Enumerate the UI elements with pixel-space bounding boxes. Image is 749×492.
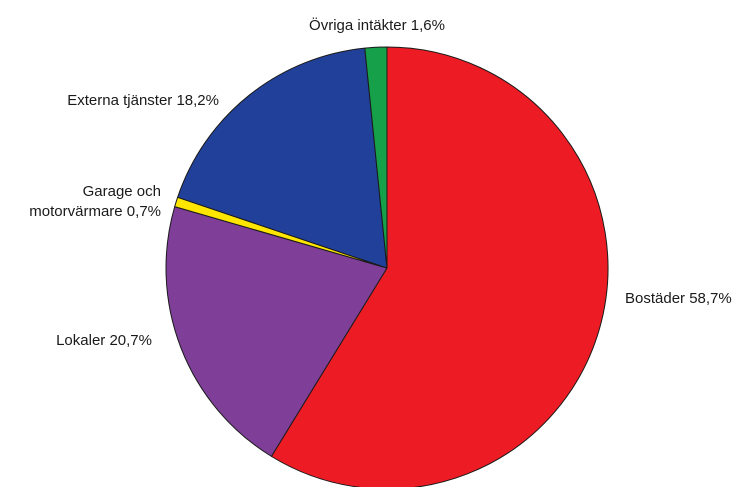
data-label-line: Bostäder 58,7% xyxy=(625,290,732,307)
data-label-garage-och-motorvärmare: Garage och motorvärmare 0,7% xyxy=(29,183,161,220)
data-label-line: Övriga intäkter 1,6% xyxy=(309,16,445,34)
data-label-bostäder: Bostäder 58,7% xyxy=(625,290,732,307)
data-label-externa-tjänster: Externa tjänster 18,2% xyxy=(67,92,219,109)
data-label-line: Externa tjänster 18,2% xyxy=(67,92,219,109)
pie-slice-lokaler xyxy=(165,206,388,457)
data-label-line: motorvärmare 0,7% xyxy=(29,203,161,220)
data-label-line: Garage och xyxy=(83,183,161,200)
data-label-line: Lokaler 20,7% xyxy=(56,332,152,349)
pie-slices xyxy=(165,46,609,490)
data-label-lokaler: Lokaler 20,7% xyxy=(56,332,152,349)
pie-slice-övriga-intäkter xyxy=(364,46,388,269)
pie-slice-externa-tjänster xyxy=(177,47,388,269)
data-label-övriga-intäkter: Övriga intäkter 1,6% xyxy=(309,16,445,34)
pie-labels: Bostäder 58,7% Lokaler 20,7% Garage och mot… xyxy=(29,16,731,349)
